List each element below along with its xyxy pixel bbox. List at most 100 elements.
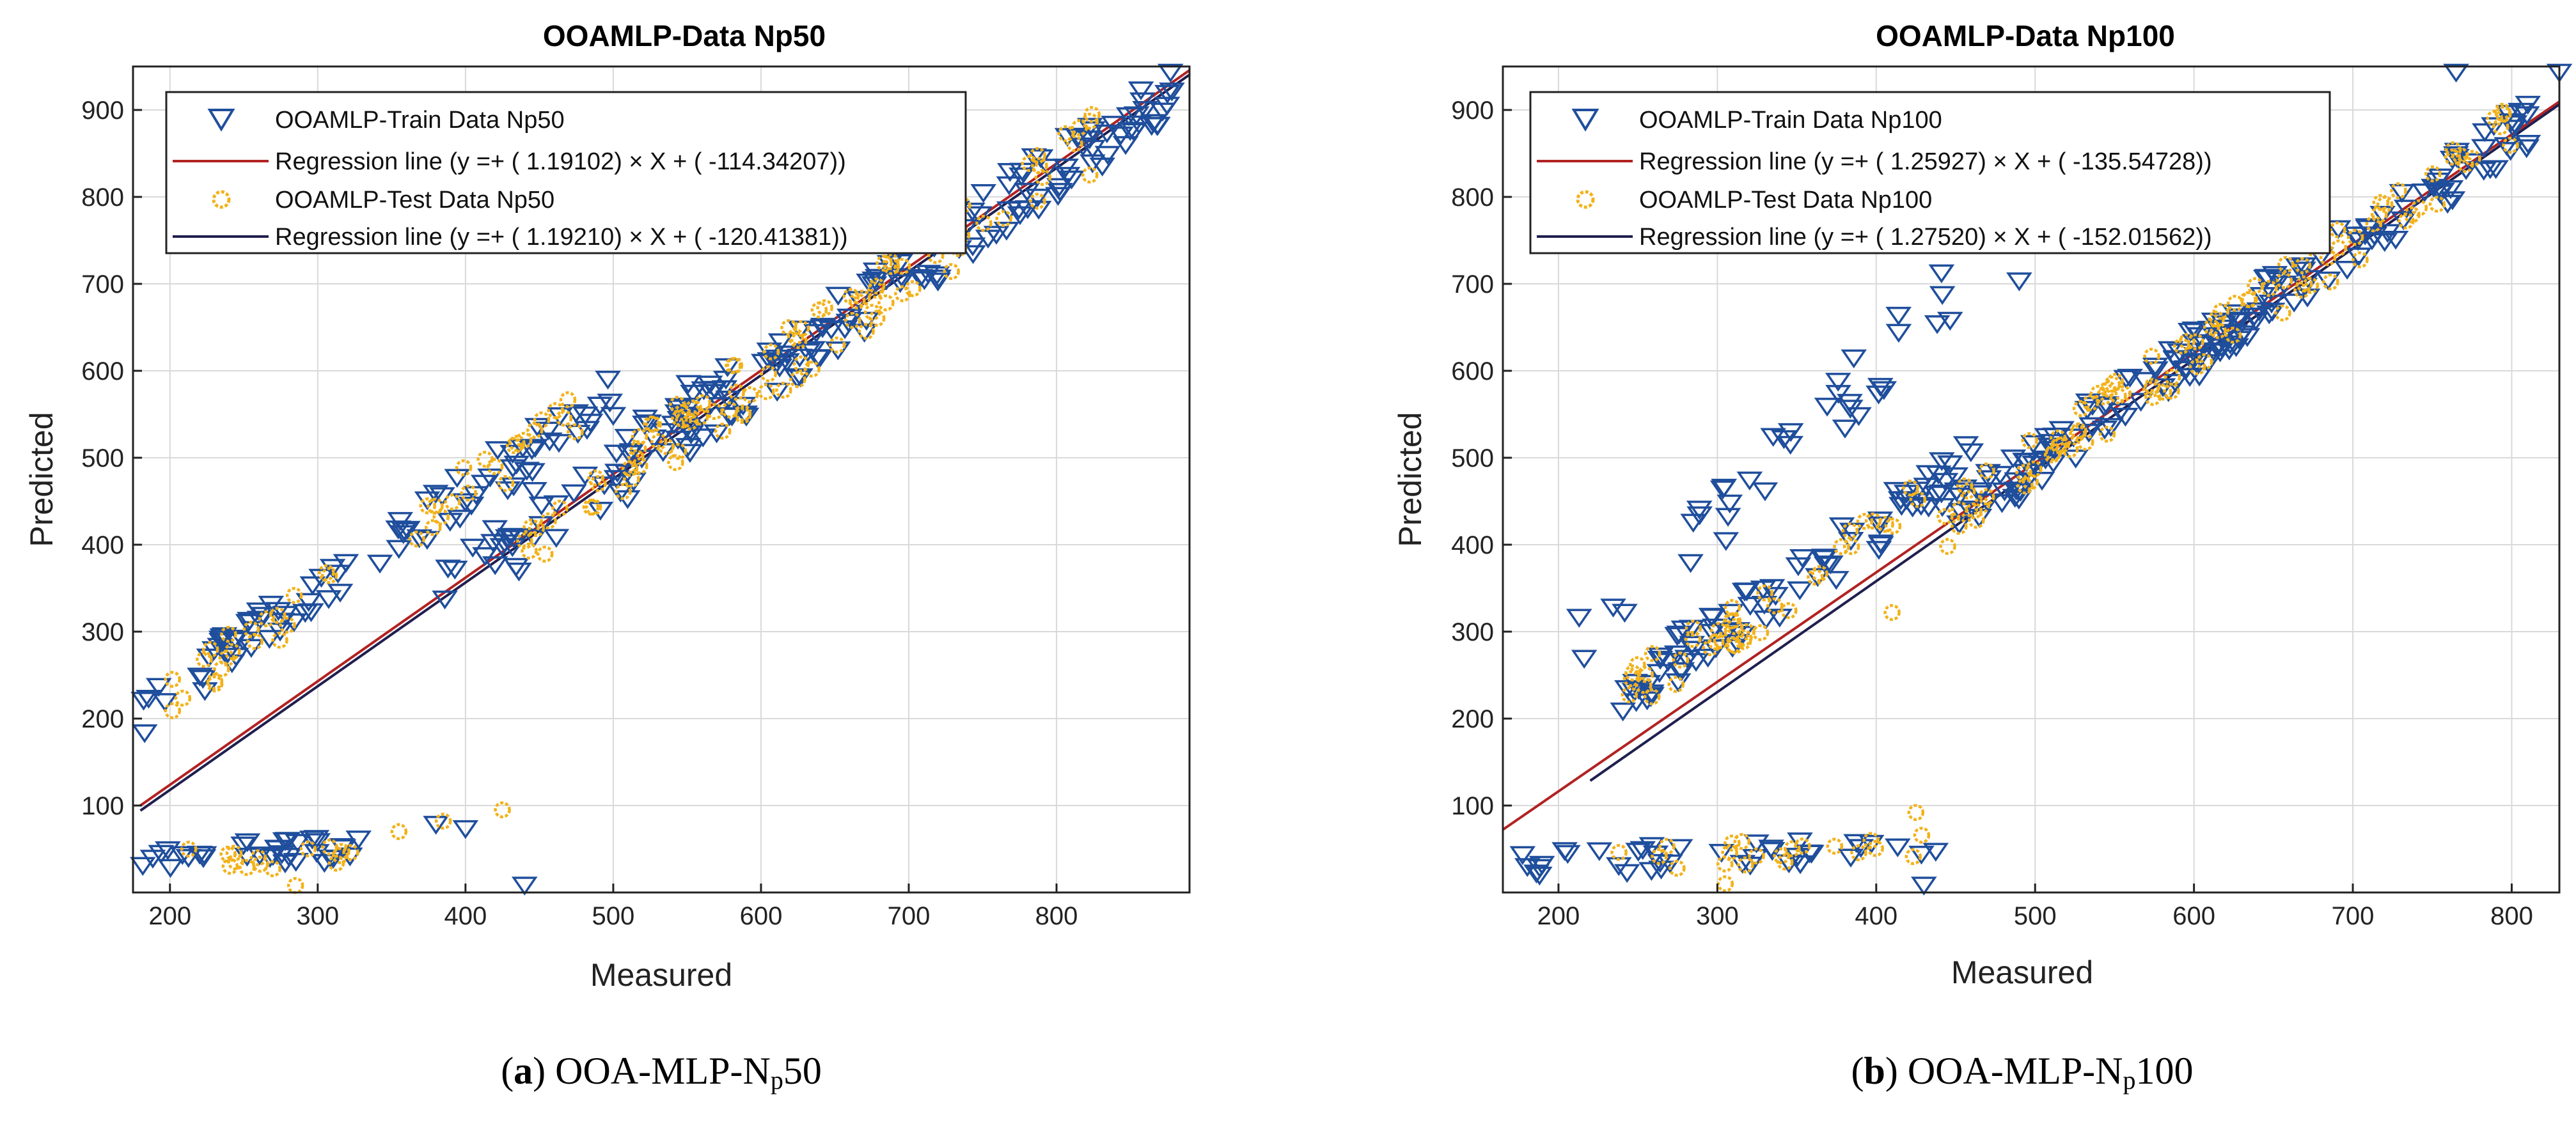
chart-a-test-point: [419, 497, 437, 515]
chart-a-test-point: [816, 299, 833, 316]
chart-a-train-point: [327, 584, 354, 603]
chart-a-legend: OOAMLP-Train Data Np50 Regression line (…: [165, 91, 967, 254]
chart-b-test-point: [1748, 847, 1765, 865]
chart-b-train-point: [2132, 371, 2158, 391]
chart-a-test-point: [1057, 125, 1075, 143]
chart-b-train-point: [1656, 854, 1683, 874]
chart-b-train-point: [1566, 609, 1592, 628]
chart-b-train-point: [1929, 498, 1956, 517]
chart-a-train-point: [698, 384, 725, 403]
chart-a-train-point: [708, 397, 735, 416]
chart-b-test-point: [1794, 838, 1811, 855]
chart-b-ytick-label-100: 100: [1451, 792, 1494, 820]
chart-b-xtick-label-200: 200: [1537, 902, 1580, 930]
chart-b-test-point: [1905, 848, 1922, 866]
chart-b-train-point: [1646, 664, 1673, 683]
chart-a-train-point: [155, 841, 181, 861]
chart-b-test-point: [2398, 212, 2415, 230]
chart-a-train-point: [459, 538, 486, 558]
chart-a-train-point: [651, 423, 678, 442]
chart-a-legend-train: OOAMLP-Train Data Np50: [275, 107, 565, 134]
chart-a-test-point: [285, 587, 303, 604]
chart-b-train-point: [1952, 436, 1979, 455]
chart-b-train-point: [1763, 587, 1789, 606]
chart-a-train-point: [730, 396, 757, 416]
chart-b-train-point: [1823, 571, 1850, 590]
chart-a-test-point: [758, 383, 775, 400]
chart-a-test-point: [780, 319, 797, 336]
chart-a-train-point: [1140, 114, 1166, 134]
chart-b-train-point: [1883, 481, 1910, 501]
chart-b-train-point: [1666, 625, 1692, 645]
chart-a-test-point: [1031, 157, 1048, 175]
chart-a-train-point: [519, 463, 546, 482]
chart-b-train-point: [2382, 230, 2409, 250]
chart-a-train-point: [680, 384, 706, 404]
chart-b-train-point: [1716, 494, 1743, 514]
chart-b-train-point: [2439, 191, 2466, 210]
chart-a-train-point: [528, 516, 554, 535]
chart-b-test-point: [1907, 804, 1925, 822]
chart-b-test-point: [2107, 373, 2124, 390]
chart-a-test-point: [867, 281, 884, 299]
chart-a-test-point: [432, 508, 450, 526]
chart-a-test-point: [790, 332, 808, 350]
caption-a-sub: p: [771, 1066, 783, 1095]
chart-b-test-point: [2187, 333, 2204, 350]
chart-a-train-point: [1149, 102, 1176, 121]
chart-a-test-point: [551, 499, 569, 517]
chart-a-test-point: [218, 649, 236, 667]
chart-b-train-point: [2481, 117, 2507, 136]
chart-b-test-point: [1669, 859, 1686, 877]
chart-b-ytick-label-400: 400: [1451, 531, 1494, 559]
chart-b-test-point: [1978, 462, 1995, 479]
chart-b-train-point: [1786, 581, 1813, 600]
chart-b-test-point: [2164, 368, 2181, 386]
chart-a-train-point: [500, 477, 527, 497]
chart-b-test-point: [1737, 856, 1754, 874]
chart-a-test-point: [876, 254, 893, 272]
chart-a-test-point: [540, 512, 557, 530]
chart-a-test-point: [762, 343, 780, 361]
chart-a-test-point: [725, 357, 742, 375]
chart-a-train-point: [258, 595, 285, 615]
chart-b-train-point: [2472, 123, 2498, 143]
chart-b-train-point: [1814, 398, 1841, 417]
chart-a-train-point: [1054, 167, 1081, 186]
chart-a-test-point: [444, 493, 461, 511]
chart-a-test-point: [868, 309, 886, 327]
chart-b-train-point: [2226, 331, 2252, 350]
chart-a-train-point: [1127, 81, 1154, 100]
chart-a-train-point: [996, 176, 1023, 196]
chart-b-train-point: [1699, 608, 1726, 628]
chart-b-train-point: [2197, 320, 2224, 340]
chart-b-test-point: [1773, 847, 1790, 864]
chart-b-test-point: [2492, 118, 2509, 136]
chart-a-train-point: [191, 846, 217, 866]
chart-b-train-point: [2281, 293, 2307, 313]
chart-a-train-point: [510, 439, 536, 458]
chart-a-train-point: [543, 529, 570, 548]
chart-a-ytick-label-200: 200: [81, 705, 124, 733]
chart-a-train-point: [1154, 84, 1181, 104]
chart-b-train-point: [2040, 454, 2067, 474]
chart-b-xtick-label-700: 700: [2332, 902, 2375, 930]
chart-b-test-point: [2247, 277, 2264, 295]
chart-a-test-point: [1021, 155, 1038, 173]
chart-a-train-point: [1053, 159, 1080, 178]
chart-b: OOAMLP-Data Np100 200 300 400 500 600 700 800 1…: [1392, 19, 2573, 990]
chart-b-train-point: [1818, 555, 1844, 575]
chart-a-train-point: [1045, 187, 1071, 206]
chart-b-test-point: [2502, 136, 2519, 154]
chart-a-train-point: [1157, 63, 1184, 83]
chart-a-test-point: [201, 641, 219, 658]
chart-b-test-point: [2043, 446, 2061, 464]
chart-b-test-point: [2053, 436, 2070, 454]
chart-b-test-point: [1622, 670, 1640, 687]
chart-b-xlabel: Measured: [1951, 954, 2093, 990]
chart-b-test-point: [1672, 651, 1690, 669]
chart-b-train-point: [1843, 834, 1869, 853]
chart-a-train-point: [246, 611, 273, 630]
chart-a-train-point: [887, 274, 914, 293]
chart-a-test-point: [271, 632, 288, 649]
